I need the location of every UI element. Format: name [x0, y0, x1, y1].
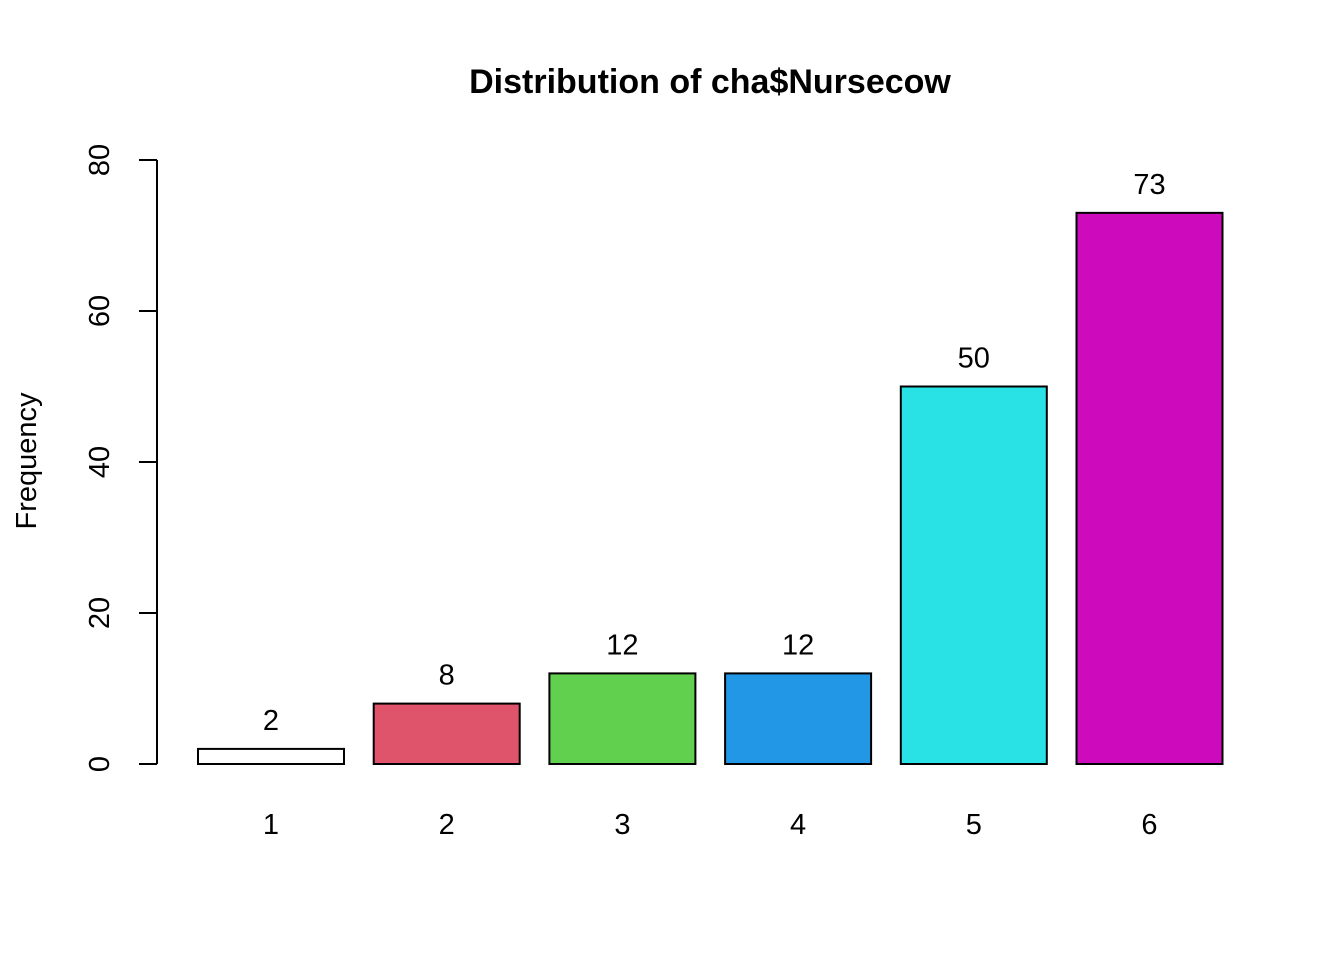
y-tick-label: 0 [84, 756, 116, 772]
y-tick-label: 20 [84, 597, 116, 629]
y-tick-label: 80 [84, 144, 116, 176]
x-axis-tick-labels: 1 2 3 4 5 6 [263, 809, 1158, 841]
bars [197, 211, 1224, 766]
bar [197, 747, 345, 766]
chart-title: Distribution of cha$Nursecow [469, 63, 951, 101]
y-tick-label: 60 [84, 295, 116, 327]
x-tick-label: 1 [263, 809, 279, 841]
bar [548, 672, 697, 766]
data-labels: 2 8 12 12 50 73 [263, 169, 1166, 737]
x-tick-label: 4 [790, 809, 806, 841]
bar [899, 385, 1048, 765]
bar-value-label: 73 [1133, 169, 1165, 201]
x-tick-label: 6 [1141, 809, 1157, 841]
bar [372, 702, 521, 765]
bar-value-label: 8 [439, 660, 455, 692]
x-tick-label: 5 [966, 809, 982, 841]
bar-value-label: 12 [606, 629, 638, 661]
x-tick-label: 3 [614, 809, 630, 841]
y-tick-label: 40 [84, 446, 116, 478]
bar-value-label: 2 [263, 705, 279, 737]
bar-value-label: 12 [782, 629, 814, 661]
bar [1075, 211, 1224, 766]
bar [724, 672, 873, 766]
x-tick-label: 2 [439, 809, 455, 841]
bar-value-label: 50 [958, 343, 990, 375]
y-axis-ticks: 0 20 40 60 80 [84, 144, 157, 772]
y-axis-label: Frequency [11, 392, 43, 530]
